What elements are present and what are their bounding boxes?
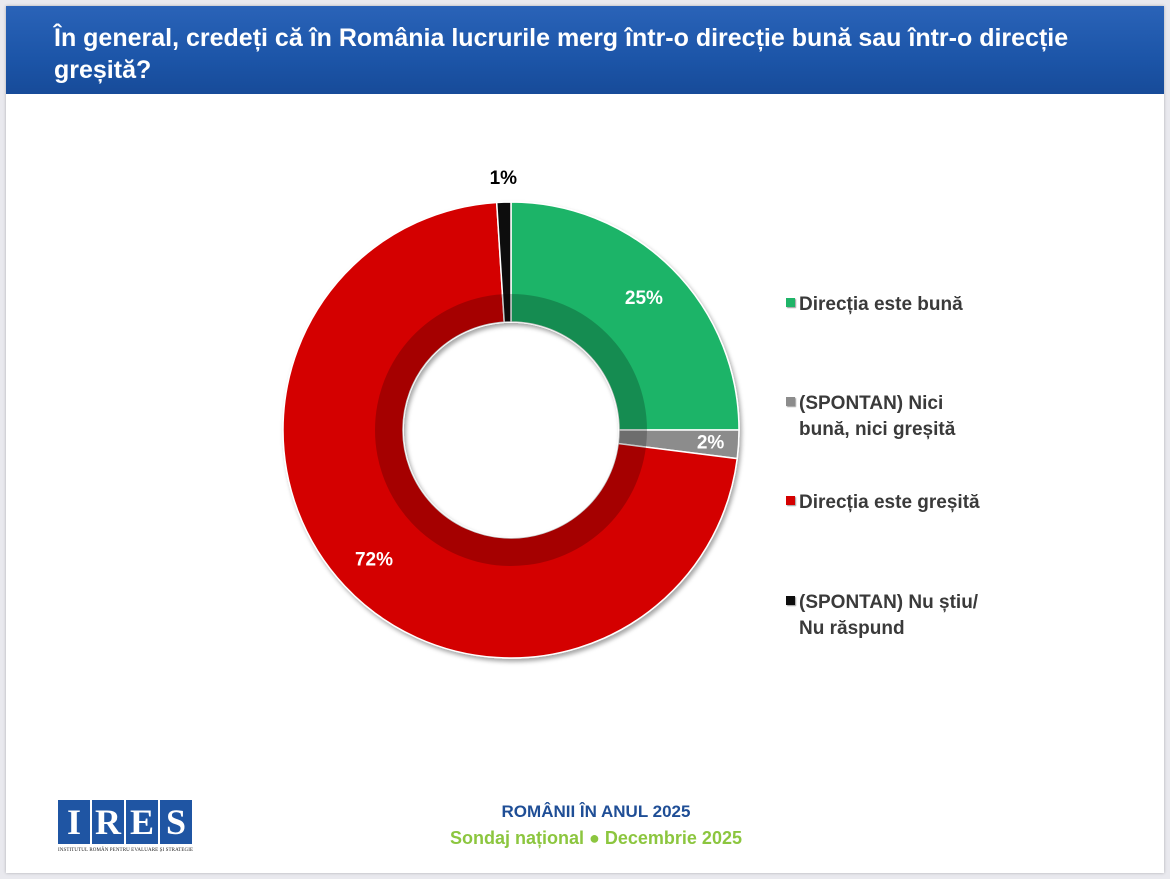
ires-logo: I R E S INSTITUTUL ROMÂN PENTRU EVALUARE… (58, 800, 198, 870)
slide: În general, credeți că în România lucrur… (6, 6, 1164, 873)
slice-good (510, 201, 740, 431)
legend-swatch-dontknow (786, 596, 795, 605)
label-neutral: 2% (697, 433, 725, 454)
legend-label-neutral: (SPONTAN) Nici bună, nici greșită (799, 393, 956, 440)
logo-caption: INSTITUTUL ROMÂN PENTRU EVALUARE ȘI STRA… (58, 848, 194, 853)
logo-letters: I R E S (58, 800, 198, 844)
label-good: 25% (625, 288, 663, 309)
legend-swatch-good (786, 298, 795, 307)
slice-wrong (282, 201, 739, 659)
label-wrong: 72% (355, 550, 393, 571)
page-title: În general, credeți că în România lucrur… (54, 24, 1069, 84)
legend-label-dontknow: (SPONTAN) Nu știu/ Nu răspund (799, 592, 979, 639)
slice-neutral-bevel (618, 430, 647, 448)
donut-chart: 25% 2% 72% 1% (282, 168, 740, 659)
footer-subtitle: Sondaj național ● Decembrie 2025 (450, 828, 742, 848)
header-bar: În general, credeți că în România lucrur… (6, 6, 1164, 94)
legend-item-wrong: Direcția este greșită (786, 490, 986, 516)
legend-swatch-wrong (786, 496, 795, 505)
label-dontknow: 1% (490, 168, 518, 189)
slice-dontknow-bevel (502, 294, 511, 323)
slice-good-bevel (511, 294, 647, 430)
legend-item-neutral: (SPONTAN) Nici bună, nici greșită (786, 391, 986, 443)
legend-swatch-neutral (786, 397, 795, 406)
slice-dontknow (495, 201, 512, 324)
logo-letter-r: R (92, 800, 124, 844)
logo-letter-e: E (126, 800, 158, 844)
logo-letter-i: I (58, 800, 90, 844)
legend-label-wrong: Direcția este greșită (799, 492, 980, 513)
footer-title: ROMÂNII ÎN ANUL 2025 (501, 802, 691, 821)
legend-label-good: Direcția este bună (799, 294, 963, 315)
logo-letter-s: S (160, 800, 192, 844)
legend-item-good: Direcția este bună (786, 292, 986, 318)
legend-item-dontknow: (SPONTAN) Nu știu/ Nu răspund (786, 590, 986, 642)
